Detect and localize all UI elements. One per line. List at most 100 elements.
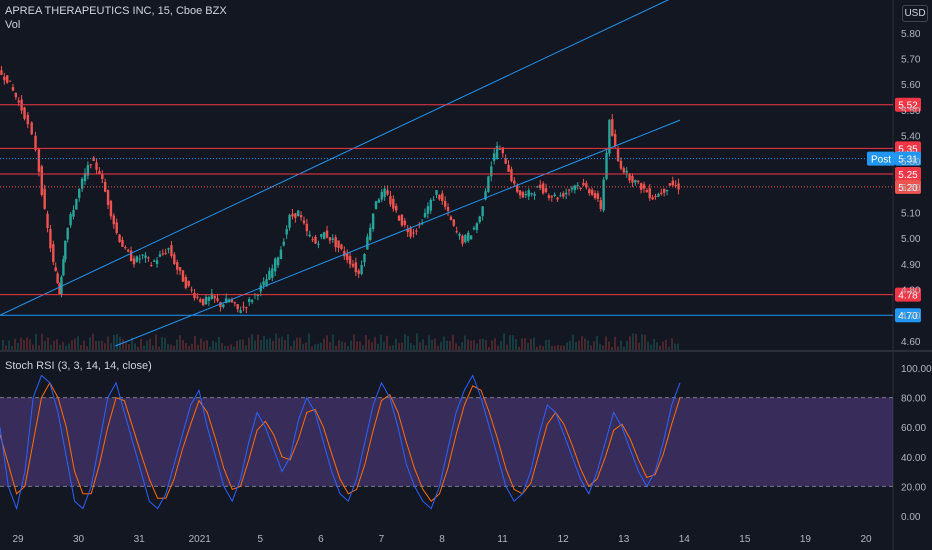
candle-body <box>501 147 504 154</box>
stoch-k-line <box>0 374 681 511</box>
candle-body <box>181 270 185 282</box>
price-axis-ticks: 5.80 5.70 5.60 5.50 5.40 5.30 5.20 5.10 5.00 4.90… <box>901 29 921 348</box>
candle-body <box>297 210 300 217</box>
candle-body <box>109 200 113 217</box>
volume-bar <box>26 337 28 350</box>
volume-bar <box>563 345 565 350</box>
volume-bar <box>305 342 307 350</box>
candle-body <box>6 75 9 83</box>
volume-bar <box>485 340 487 350</box>
volume-bar <box>377 343 379 350</box>
stoch-d-line <box>0 381 681 502</box>
volume-bar <box>575 341 577 350</box>
candle-body <box>62 259 65 276</box>
volume-bar <box>656 342 658 350</box>
volume-bar <box>215 342 217 350</box>
stoch-tick-label: 100.00 <box>901 364 932 375</box>
candle-body <box>302 220 306 224</box>
candle-body <box>343 250 346 257</box>
candle-body <box>138 258 141 260</box>
stoch-rsi-label: Stoch RSI (3, 3, 14, 14, close) <box>5 360 152 372</box>
volume-bar <box>185 343 187 350</box>
volume-bar <box>176 339 178 350</box>
volume-bar <box>569 340 571 350</box>
volume-bar <box>452 334 454 350</box>
candle-body <box>331 238 334 240</box>
candle-body <box>337 240 340 248</box>
candle-body <box>547 195 551 198</box>
candle-body <box>95 162 98 170</box>
volume-bar <box>44 341 46 350</box>
time-tick-label: 11 <box>497 534 508 545</box>
volume-bar <box>620 340 622 350</box>
candle-body <box>233 302 237 304</box>
volume-bar <box>320 342 322 350</box>
candle-body <box>472 227 476 230</box>
currency-button[interactable]: USD <box>902 5 928 22</box>
time-tick-label: 20 <box>860 534 872 545</box>
volume-bar <box>290 346 292 350</box>
candle-body <box>637 180 640 182</box>
volume-bar <box>578 340 580 350</box>
candle-body <box>196 296 199 298</box>
candle-body <box>288 215 291 228</box>
volume-bar <box>638 342 640 350</box>
volume-bar <box>14 338 16 350</box>
candle-body <box>357 270 360 274</box>
candles <box>0 65 680 314</box>
candle-body <box>334 237 337 248</box>
candle-body <box>69 214 72 226</box>
volume-bar <box>446 340 448 350</box>
volume-bar <box>209 346 211 350</box>
candle-body <box>671 180 674 186</box>
volume-bar <box>560 345 562 350</box>
volume-bar <box>302 344 304 350</box>
candle-body <box>660 192 663 195</box>
candle-body <box>121 239 124 247</box>
price-tick-label: 5.30 <box>901 157 921 168</box>
volume-bar <box>590 345 592 350</box>
candle-body <box>530 193 533 195</box>
volume-bar <box>308 333 310 350</box>
candle-body <box>230 299 234 303</box>
candle-body <box>320 234 323 237</box>
candle-body <box>204 297 208 305</box>
candle-body <box>346 253 349 260</box>
volume-bar <box>356 341 358 350</box>
volume-bar <box>245 345 247 350</box>
volume-bar <box>293 340 295 350</box>
time-tick-label: 19 <box>800 534 812 545</box>
volume-bar <box>140 338 142 350</box>
volume-bar <box>146 340 148 350</box>
stoch-tick-label: 40.00 <box>901 453 926 464</box>
candle-body <box>484 191 487 200</box>
volume-bar <box>608 341 610 350</box>
candle-body <box>23 107 26 119</box>
candle-body <box>30 122 33 135</box>
price-line-label: 5.25 <box>898 170 918 181</box>
volume-bar <box>143 345 145 350</box>
volume-bar <box>197 344 199 350</box>
candle-body <box>449 216 453 220</box>
volume-bar <box>584 338 586 350</box>
candle-body <box>426 206 430 214</box>
volume-bar <box>29 339 31 350</box>
candle-body <box>394 205 398 211</box>
volume-bar <box>203 341 205 350</box>
candle-body <box>259 285 262 292</box>
volume-bar <box>227 345 229 350</box>
volume-bar <box>23 340 25 350</box>
candle-body <box>147 257 150 259</box>
candle-body <box>412 232 415 234</box>
volume-bar <box>626 340 628 350</box>
volume-bar <box>635 333 637 350</box>
volume-bar <box>374 336 376 350</box>
candle-body <box>562 193 565 197</box>
candle-body <box>544 188 548 192</box>
volume-bar <box>512 335 514 350</box>
volume-bar <box>554 345 556 350</box>
candle-body <box>216 298 219 301</box>
time-tick-label: 31 <box>134 534 146 545</box>
volume-bar <box>98 340 100 350</box>
